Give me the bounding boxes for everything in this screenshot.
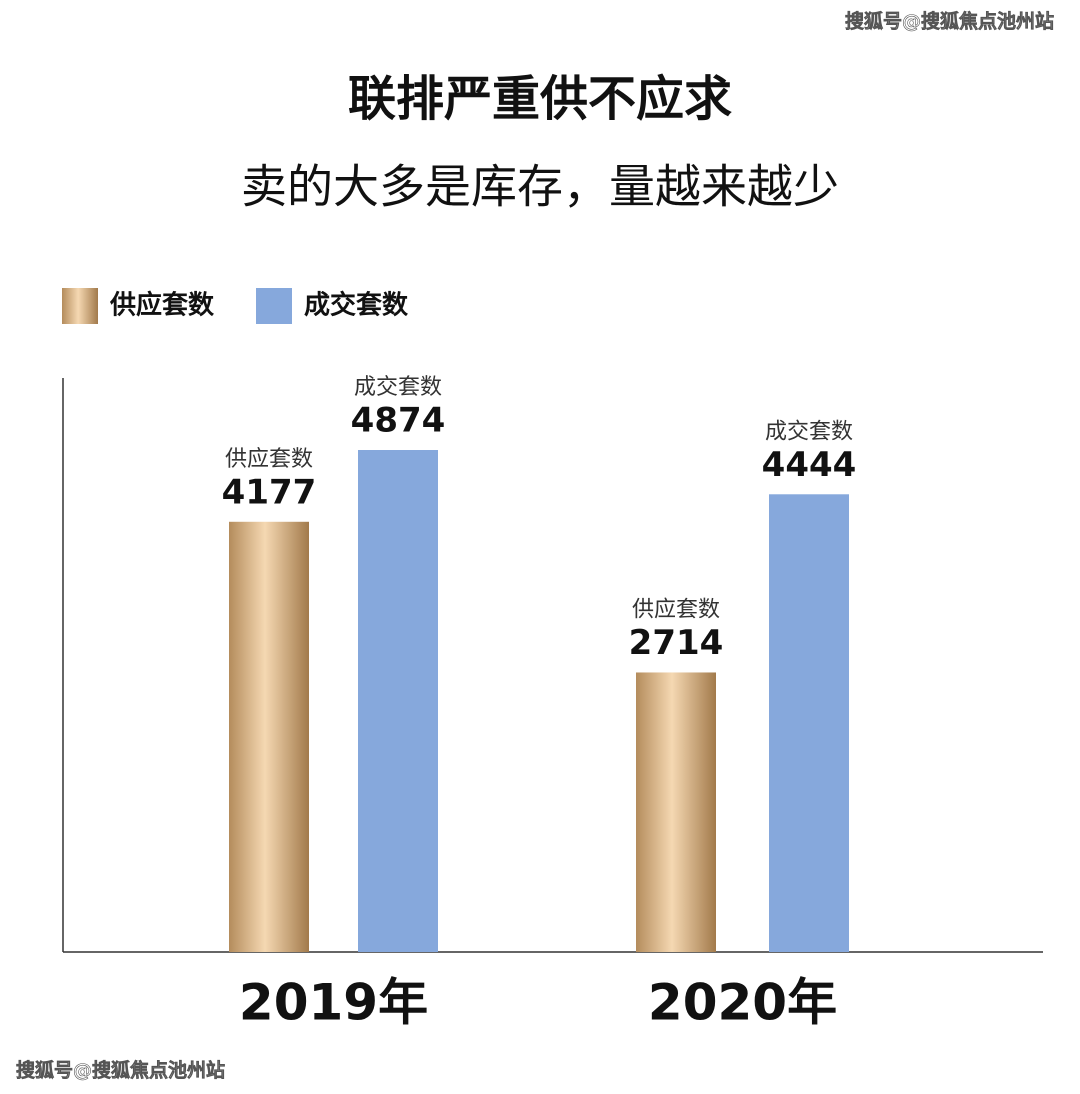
bar <box>636 672 716 952</box>
legend-swatch <box>256 288 292 324</box>
bar <box>769 494 849 952</box>
legend-swatch <box>62 288 98 324</box>
watermark: 搜狐号@搜狐焦点池州站 <box>845 10 1054 33</box>
data-label: 4874 <box>351 401 446 441</box>
bar <box>358 450 438 952</box>
data-label: 2714 <box>629 623 724 663</box>
legend-label: 成交套数 <box>304 290 409 321</box>
x-tick-label: 2019年 <box>239 974 428 1032</box>
data-label: 4177 <box>222 472 317 512</box>
data-label-name: 供应套数 <box>632 597 720 622</box>
x-tick-label: 2020年 <box>648 974 837 1032</box>
data-label-name: 成交套数 <box>354 375 442 400</box>
data-label-name: 成交套数 <box>765 419 853 444</box>
watermark: 搜狐号@搜狐焦点池州站 <box>16 1059 225 1082</box>
data-label: 4444 <box>762 445 857 485</box>
chart-title: 联排严重供不应求 <box>348 71 732 127</box>
chart-subtitle: 卖的大多是库存，量越来越少 <box>241 160 839 214</box>
data-label-name: 供应套数 <box>225 447 313 472</box>
legend-label: 供应套数 <box>109 290 215 321</box>
bar <box>229 521 309 952</box>
